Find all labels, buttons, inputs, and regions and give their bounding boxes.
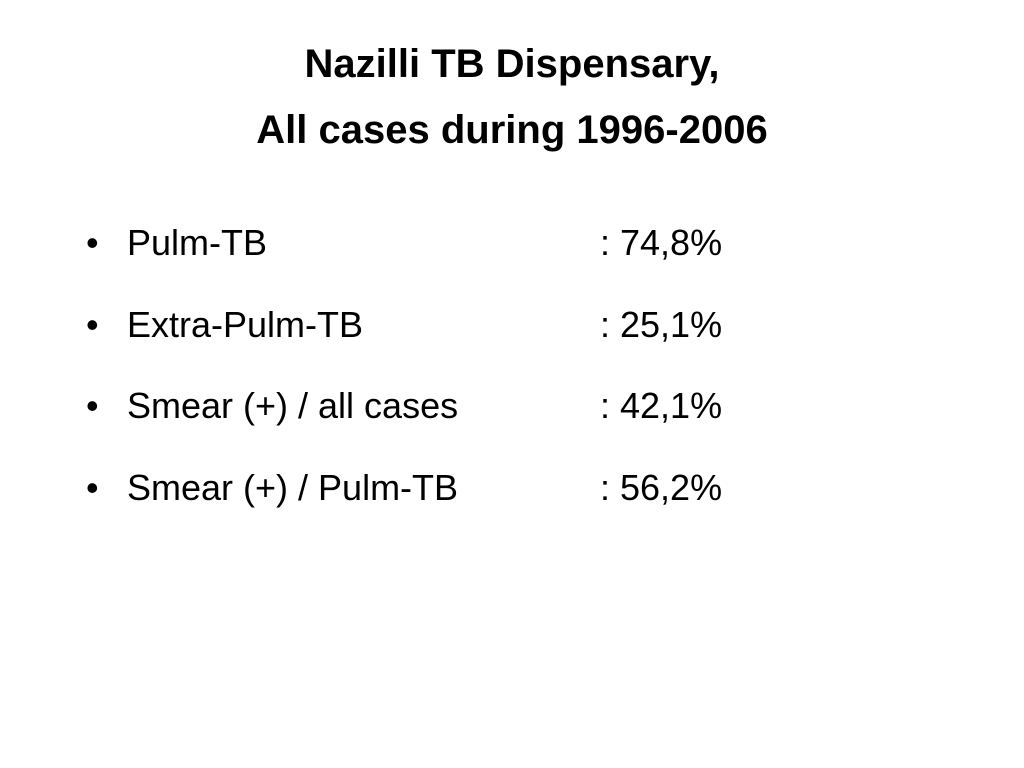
bullet-label: Extra-Pulm-TB	[127, 303, 364, 345]
bullet-label: Smear (+) / Pulm-TB	[127, 466, 459, 508]
bullet-item: • Smear (+) / Pulm-TB : 56,2%	[0, 464, 1024, 512]
bullet-marker: •	[86, 303, 99, 345]
bullet-value: : 56,2%	[600, 466, 723, 508]
bullet-item: • Smear (+) / all cases : 42,1%	[0, 382, 1024, 430]
bullet-label: Smear (+) / all cases	[127, 385, 459, 426]
bullet-marker: •	[86, 466, 99, 508]
bullet-value: : 74,8%	[600, 222, 723, 263]
title-line: All cases during 1996-2006	[256, 108, 768, 152]
bullet-marker: •	[86, 385, 99, 426]
bullet-item: • Pulm-TB : 74,8%	[0, 219, 1024, 267]
bullet-value: : 42,1%	[600, 385, 723, 426]
bullet-label: Pulm-TB	[127, 222, 268, 263]
bullet-marker: •	[86, 222, 99, 263]
bullet-item: • Extra-Pulm-TB : 25,1%	[0, 301, 1024, 349]
bullet-value: : 25,1%	[600, 303, 723, 345]
title-line: Nazilli TB Dispensary,	[304, 42, 720, 86]
